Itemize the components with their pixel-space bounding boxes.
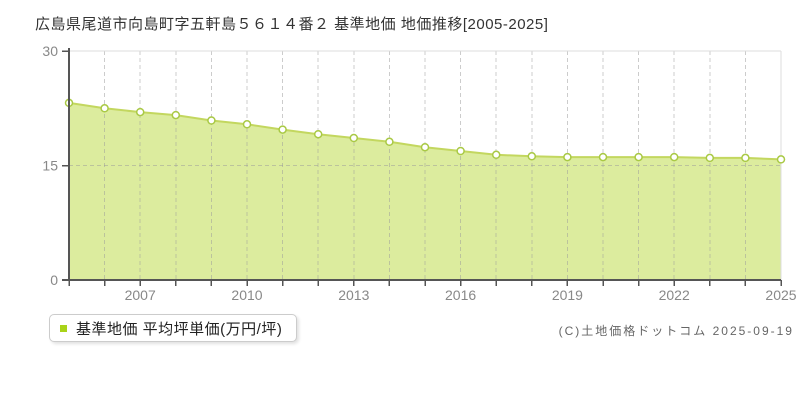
data-point-2010 — [242, 120, 252, 129]
data-point-2009 — [207, 116, 216, 125]
x-axis-label-2022: 2022 — [659, 287, 690, 303]
data-point-2017 — [491, 150, 501, 160]
data-point-2025 — [776, 155, 786, 164]
price-trend-chart: 0 15 30 2007 2010 2013 2016 2019 2022 2025 — [42, 43, 796, 303]
data-point-2007 — [135, 107, 145, 117]
copyright-text: (C)土地価格ドットコム 2025-09-19 — [558, 324, 794, 338]
chart-legend: 基準地価 平均坪単価(万円/坪) — [49, 314, 298, 342]
x-axis-label-2016: 2016 — [445, 287, 476, 303]
data-point-2011 — [278, 125, 287, 134]
ticks — [62, 50, 782, 286]
data-points — [64, 98, 786, 164]
x-axis-label-2025: 2025 — [765, 287, 796, 303]
data-point-2014 — [385, 137, 394, 147]
data-point-2023 — [705, 153, 715, 163]
y-axis-label-15: 15 — [42, 158, 58, 174]
data-point-2013 — [349, 133, 359, 143]
x-axis-label-2010: 2010 — [231, 287, 262, 303]
page-title: 広島県尾道市向島町字五軒島５６１４番２ 基準地価 地価推移[2005-2025] — [35, 16, 549, 33]
data-point-2020 — [598, 152, 608, 162]
x-axis-label-2007: 2007 — [125, 287, 156, 303]
x-axis-label-2019: 2019 — [552, 287, 583, 303]
gridlines — [69, 51, 781, 280]
data-point-2018 — [527, 152, 537, 161]
y-axis-label-30: 30 — [42, 43, 58, 59]
data-point-2024 — [741, 153, 750, 163]
data-point-2008 — [171, 110, 181, 120]
data-point-2012 — [313, 129, 323, 139]
legend-swatch-icon — [60, 324, 67, 332]
data-point-2021 — [634, 152, 643, 162]
y-axis-label-0: 0 — [50, 272, 58, 288]
data-point-2019 — [563, 152, 572, 162]
axes — [62, 48, 781, 281]
data-point-2015 — [420, 142, 430, 152]
x-axis-label-2013: 2013 — [338, 287, 369, 303]
legend-label: 基準地価 平均坪単価(万円/坪) — [76, 320, 283, 338]
axis-labels: 0 15 30 2007 2010 2013 2016 2019 2022 2025 — [42, 43, 796, 303]
plot-border — [69, 50, 782, 280]
data-point-2016 — [456, 146, 465, 156]
data-point-2022 — [669, 152, 679, 162]
data-point-2006 — [100, 104, 109, 113]
